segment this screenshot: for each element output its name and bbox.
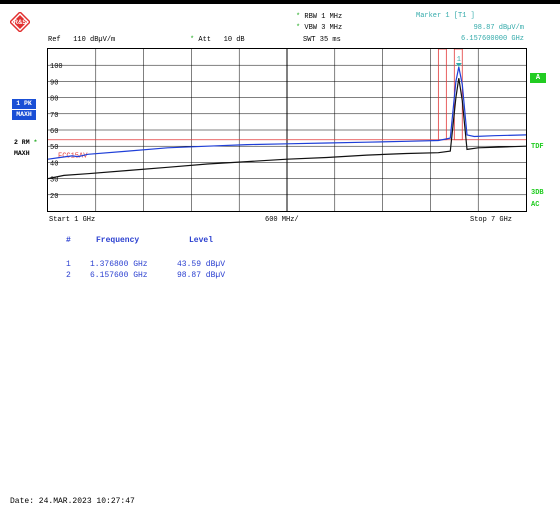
ref-value: 110 dBµV/m: [73, 36, 116, 44]
marker-1-icon: [455, 63, 462, 68]
y-tick-label: 70: [50, 112, 58, 120]
x-div-label: 600 MHz/: [265, 216, 299, 224]
y-tick-label: 30: [50, 177, 58, 185]
table-row-2-freq: 6.157600 GHz: [90, 271, 148, 280]
rs-logo-icon: R&S: [10, 12, 30, 32]
trace-1-pk: [48, 66, 526, 160]
trace2-mode: MAXH: [14, 150, 30, 157]
3db-indicator: 3DB: [531, 189, 544, 197]
spectrum-svg: 100 90 80 70 60 50 40 30 20 FCC15AV 1: [48, 49, 526, 211]
y-tick-label: 80: [50, 96, 58, 104]
x-start-label: Start 1 GHz: [49, 216, 96, 224]
trace2-label: 2 RM *: [14, 139, 37, 146]
y-tick-label: 60: [50, 128, 58, 136]
a-indicator: A: [530, 73, 546, 83]
svg-text:R&S: R&S: [14, 20, 27, 26]
att-star-icon: *: [190, 36, 195, 44]
marker-1-label: 1: [457, 56, 461, 64]
table-header-level: Level: [189, 236, 214, 245]
y-tick-label: 50: [50, 144, 58, 152]
limit-line-label: FCC15AV: [58, 153, 88, 161]
top-border: [0, 0, 560, 4]
rbw-star-icon: *: [296, 13, 301, 21]
x-stop-label: Stop 7 GHz: [470, 216, 513, 224]
trace1-mode[interactable]: MAXH: [12, 110, 36, 120]
swt-setting: SWT 35 ms: [303, 36, 341, 44]
table-row-2-level: 98.87 dBµV: [177, 271, 226, 280]
marker-title: Marker 1 [T1 ]: [416, 12, 475, 20]
restricted-band: [437, 49, 447, 141]
tdf-indicator: TDF: [531, 143, 544, 151]
vbw-star-icon: *: [296, 24, 301, 32]
y-tick-label: 100: [50, 63, 63, 71]
ref-level: Ref 110 dBµV/m: [48, 36, 115, 44]
rbw-value: RBW 1 MHz: [304, 13, 343, 21]
vbw-setting: * VBW 3 MHz: [296, 24, 342, 32]
y-tick-label: 20: [50, 193, 58, 201]
trace-2-rm: [48, 78, 526, 180]
spectrum-plot[interactable]: 100 90 80 70 60 50 40 30 20 FCC15AV 1: [47, 48, 527, 212]
table-header-num: #: [66, 236, 71, 245]
att-value: 10 dB: [223, 36, 245, 44]
vbw-value: VBW 3 MHz: [304, 24, 343, 32]
trace1-box[interactable]: 1 PK: [12, 99, 36, 109]
trace2-label-text: 2 RM: [14, 139, 30, 146]
marker-level: 98.87 dBµV/m: [473, 24, 524, 32]
table-header-frequency: Frequency: [96, 236, 140, 245]
table-row-1-level: 43.59 dBµV: [177, 260, 226, 269]
table-row-2-num: 2: [66, 271, 71, 280]
y-tick-label: 40: [50, 160, 58, 168]
rbw-setting: * RBW 1 MHz: [296, 13, 342, 21]
table-row-1-num: 1: [66, 260, 71, 269]
y-tick-label: 90: [50, 79, 58, 87]
marker-frequency: 6.157600000 GHz: [460, 35, 524, 43]
trace2-star-icon: *: [33, 139, 38, 146]
date-stamp: Date: 24.MAR.2023 10:27:47: [10, 497, 135, 506]
attenuation: * Att 10 dB: [190, 36, 245, 44]
ac-indicator: AC: [531, 201, 540, 209]
att-label: Att: [198, 36, 212, 44]
ref-label: Ref: [48, 36, 61, 44]
table-row-1-freq: 1.376800 GHz: [90, 260, 148, 269]
